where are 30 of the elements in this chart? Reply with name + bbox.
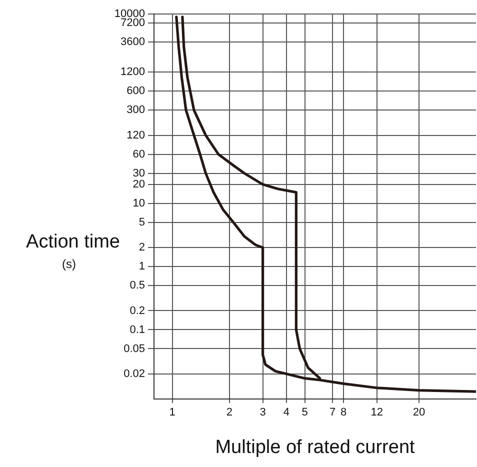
y-tick-label: 5 bbox=[138, 216, 145, 228]
y-tick-label: 60 bbox=[132, 148, 145, 160]
y-tick-label: 0.02 bbox=[124, 368, 145, 380]
y-tick-label: 0.1 bbox=[130, 324, 145, 336]
y-tick-label: 20 bbox=[132, 178, 145, 190]
x-tick-label: 20 bbox=[412, 406, 426, 419]
y-tick-label: 7200 bbox=[120, 17, 145, 30]
y-tick-label: 2 bbox=[138, 242, 145, 254]
x-tick-label: 3 bbox=[260, 406, 266, 419]
x-tick-label: 2 bbox=[226, 406, 232, 419]
x-tick-label: 1 bbox=[169, 406, 176, 419]
x-tick-label: 8 bbox=[340, 406, 347, 419]
y-tick-label: 30 bbox=[132, 167, 145, 180]
x-tick-label: 12 bbox=[370, 406, 384, 419]
y-tick-label: 0.5 bbox=[130, 280, 145, 292]
x-tick-label: 7 bbox=[329, 406, 336, 419]
text: (s) bbox=[62, 256, 76, 271]
y-tick-label: 120 bbox=[126, 129, 145, 142]
x-axis-title: Multiple of rated current bbox=[215, 436, 416, 458]
y-tick-label: 10 bbox=[132, 197, 145, 210]
y-tick-label: 0.2 bbox=[130, 304, 145, 317]
y-axis-title: Action time bbox=[26, 232, 120, 253]
x-tick-label: 4 bbox=[283, 406, 290, 419]
y-tick-label: 0.05 bbox=[124, 342, 145, 355]
y-tick-label: 300 bbox=[126, 104, 145, 116]
y-tick-label: 1200 bbox=[120, 66, 145, 78]
y-tick-label: 600 bbox=[126, 85, 145, 98]
y-tick-label: 3600 bbox=[120, 36, 145, 48]
y-tick-label: 1 bbox=[138, 260, 145, 273]
x-tick-label: 5 bbox=[302, 406, 308, 419]
